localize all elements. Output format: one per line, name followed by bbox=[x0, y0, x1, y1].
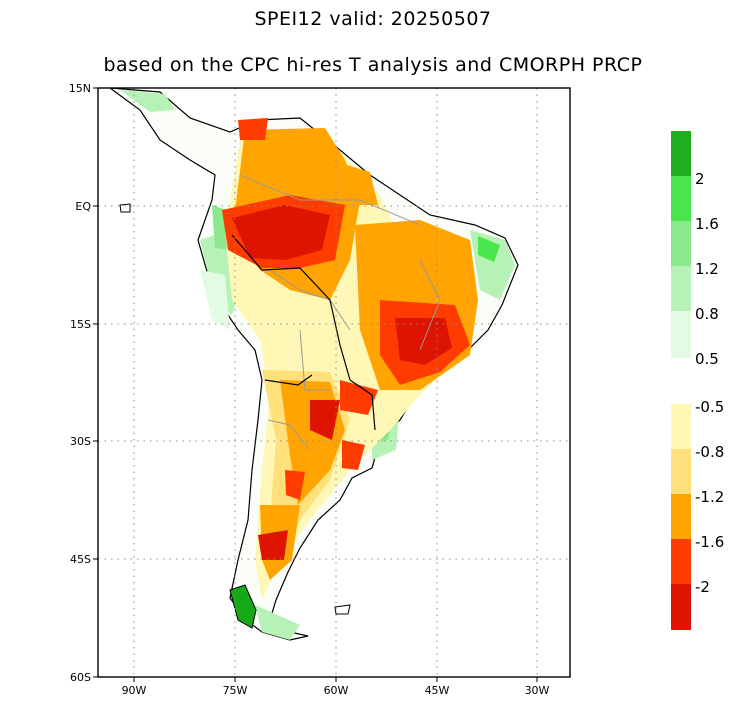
lat-label-60s: 60S bbox=[70, 671, 91, 684]
colorbar-label: -0.8 bbox=[695, 443, 724, 461]
colorbar-label: -0.5 bbox=[695, 398, 724, 416]
tierra-del-fuego-area bbox=[229, 584, 257, 629]
colorbar-label: 0.5 bbox=[695, 350, 719, 368]
colorbar-dry bbox=[671, 404, 691, 630]
country-borders bbox=[239, 174, 441, 451]
lat-label-eq: EQ bbox=[75, 200, 91, 213]
colorbar-dry-swatch bbox=[671, 539, 691, 584]
colorbar-label: 1.2 bbox=[695, 260, 719, 278]
colorbar-dry-swatch bbox=[671, 449, 691, 494]
map-subtitle: based on the CPC hi-res T analysis and C… bbox=[103, 54, 643, 76]
galapagos-islands bbox=[119, 203, 131, 213]
lat-lon-grid bbox=[98, 88, 570, 677]
lat-label-15n: 15N bbox=[69, 82, 91, 95]
colorbar-dry-swatch bbox=[671, 584, 691, 630]
map-title: SPEI12 valid: 20250507 bbox=[254, 8, 492, 30]
colorbar-label: 0.8 bbox=[695, 305, 719, 323]
colorbar-label: 1.6 bbox=[695, 215, 719, 233]
map-frame bbox=[97, 87, 571, 678]
colorbar-wet-swatch bbox=[671, 311, 691, 358]
colorbar-wet bbox=[671, 131, 691, 358]
axis-ticks bbox=[93, 87, 538, 682]
lon-label-75w: 75W bbox=[223, 684, 248, 697]
lat-label-45s: 45S bbox=[70, 553, 91, 566]
lon-label-90w: 90W bbox=[122, 684, 147, 697]
colorbar-dry-swatch bbox=[671, 404, 691, 449]
lon-label-45w: 45W bbox=[425, 684, 450, 697]
colorbar-label: -1.6 bbox=[695, 533, 724, 551]
lat-label-30s: 30S bbox=[70, 435, 91, 448]
major-borders bbox=[231, 234, 376, 431]
colorbar-label: -1.2 bbox=[695, 488, 724, 506]
colorbar-wet-swatch bbox=[671, 266, 691, 311]
lat-label-15s: 15S bbox=[70, 318, 91, 331]
colorbar-wet-swatch bbox=[671, 131, 691, 176]
lon-label-30w: 30W bbox=[525, 684, 550, 697]
colorbar-wet-swatch bbox=[671, 176, 691, 221]
lon-label-60w: 60W bbox=[324, 684, 349, 697]
colorbar-wet-swatch bbox=[671, 221, 691, 266]
colorbar-dry-swatch bbox=[671, 494, 691, 539]
colorbar-label: -2 bbox=[695, 578, 710, 596]
falkland-islands bbox=[334, 604, 351, 615]
colorbar-label: 2 bbox=[695, 170, 705, 188]
